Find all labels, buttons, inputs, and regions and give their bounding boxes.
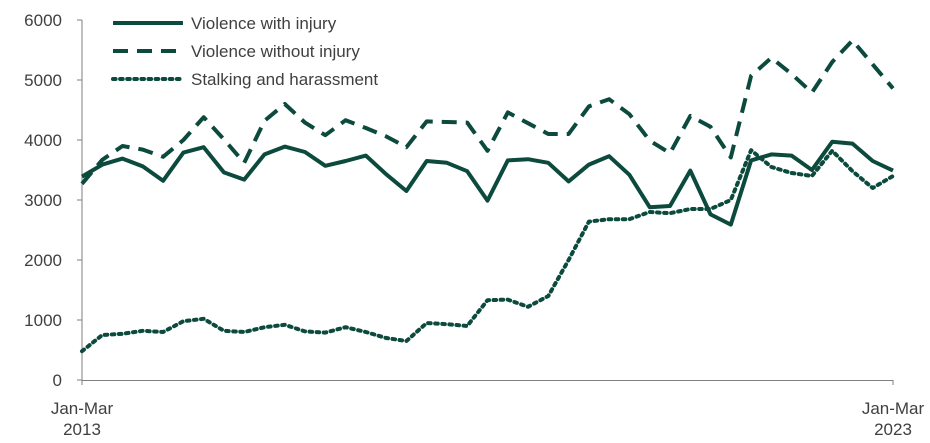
axes	[77, 19, 893, 381]
y-tick-label: 4000	[24, 131, 62, 150]
series-line-violence-without-injury	[80, 38, 895, 186]
legend-label: Violence without injury	[191, 42, 360, 61]
y-tick-label: 1000	[24, 311, 62, 330]
series-line-violence-with-injury	[80, 139, 894, 227]
y-tick-label: 0	[53, 371, 62, 390]
y-axis-tick-labels: 0 1000 2000 3000 4000 5000 6000	[24, 11, 62, 390]
legend-label: Violence with injury	[191, 14, 337, 33]
y-tick-label: 3000	[24, 191, 62, 210]
y-tick-label: 2000	[24, 251, 62, 270]
x-tick-label-year: 2023	[874, 420, 912, 438]
y-tick-label: 6000	[24, 11, 62, 30]
series-line-stalking-and-harassment	[80, 148, 895, 354]
x-tick-label-year: 2013	[63, 420, 101, 438]
legend-label: Stalking and harassment	[191, 70, 378, 89]
legend: Violence with injury Violence without inj…	[111, 14, 378, 89]
y-tick-label: 5000	[24, 71, 62, 90]
series-lines	[80, 38, 895, 354]
x-axis-tick-labels: Jan-Mar 2013 Jan-Mar 2023	[51, 380, 925, 439]
x-tick-label: Jan-Mar	[862, 399, 925, 418]
x-tick-label: Jan-Mar	[51, 399, 114, 418]
